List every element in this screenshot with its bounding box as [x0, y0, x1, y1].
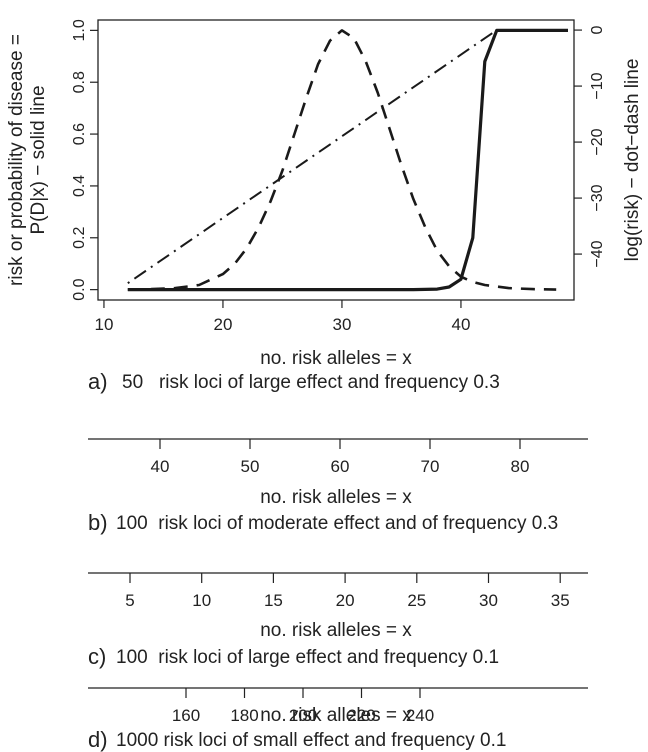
- x-tick-label: 40: [451, 315, 470, 334]
- x-tick-label: 15: [264, 591, 283, 610]
- x-axis-label: no. risk alleles = x: [260, 487, 412, 508]
- y-right-tick-label: −20: [589, 128, 606, 155]
- x-axis-label: no. risk alleles = x: [260, 348, 412, 369]
- x-tick-label: 10: [192, 591, 211, 610]
- y-left-tick-label: 0.0: [71, 278, 88, 300]
- x-tick-label: 160: [172, 706, 200, 725]
- y-axis-left-label-line1: risk or probability of disease =: [6, 34, 27, 286]
- caption-letter: d): [88, 727, 108, 752]
- x-tick-label: 200: [289, 706, 317, 725]
- x-tick-label: 35: [551, 591, 570, 610]
- x-tick-label: 60: [331, 457, 350, 476]
- x-tick-label: 220: [347, 706, 375, 725]
- y-left-tick-label: 0.2: [71, 227, 88, 249]
- x-tick-label: 20: [336, 591, 355, 610]
- caption-letter: b): [88, 510, 108, 535]
- x-tick-label: 50: [241, 457, 260, 476]
- panel-a: 10 20 30 40 0.0 0.2 0.4 0.6 0.8 1.0 −40 −30 −20 −10…: [6, 19, 643, 394]
- caption-text: 100 risk loci of moderate effect and of …: [116, 513, 558, 534]
- x-tick-label: 30: [479, 591, 498, 610]
- y-axis-right-label: log(risk) − dot−dash line: [622, 59, 643, 262]
- y-right-tick-label: −40: [589, 240, 606, 267]
- y-left-tick-label: 0.8: [71, 71, 88, 93]
- series-lines: [127, 28, 568, 292]
- y-left-tick-label: 0.4: [71, 175, 88, 197]
- x-axis-label: no. risk alleles = x: [260, 620, 412, 641]
- series-line-dotdash: [127, 29, 498, 285]
- x-tick-label: 80: [511, 457, 530, 476]
- caption-text: 50 risk loci of large effect and frequen…: [122, 372, 500, 393]
- y-right-tick-label: −30: [589, 184, 606, 211]
- caption-text: 1000 risk loci of small effect and frequ…: [116, 730, 506, 751]
- y-axis-right-ticks: −40 −30 −20 −10 0: [574, 26, 606, 268]
- caption-letter: c): [88, 644, 106, 669]
- series-line-dashed: [127, 29, 557, 291]
- axis-panels: 40 50 60 70 80 no. risk alleles = x b) 100 risk…: [88, 438, 588, 752]
- x-tick-label: 20: [213, 315, 232, 334]
- y-left-tick-label: 1.0: [71, 19, 88, 41]
- x-tick-label: 30: [332, 315, 351, 334]
- y-axis-left-label-line2: P(D|x) − solid line: [28, 85, 49, 234]
- panel-c: 5 10 15 20 25 30 35 no. risk alleles = x c) 100 r…: [88, 572, 588, 669]
- caption-letter: a): [88, 369, 108, 394]
- y-axis-left-ticks: 0.0 0.2 0.4 0.6 0.8 1.0: [71, 19, 98, 301]
- x-tick-label: 180: [230, 706, 258, 725]
- y-right-tick-label: 0: [589, 26, 606, 35]
- x-tick-label: 5: [125, 591, 134, 610]
- caption-text: 100 risk loci of large effect and freque…: [116, 647, 499, 668]
- plot-frame: [97, 19, 575, 301]
- panel-b: 40 50 60 70 80 no. risk alleles = x b) 100 risk…: [88, 438, 588, 535]
- x-axis-ticks: 10 20 30 40: [94, 300, 470, 334]
- x-tick-label: 40: [151, 457, 170, 476]
- x-tick-label: 10: [94, 315, 113, 334]
- x-axis-label: no. risk alleles = x: [260, 705, 412, 726]
- y-right-tick-label: −10: [589, 72, 606, 99]
- x-tick-label: 25: [407, 591, 426, 610]
- series-line-solid: [127, 28, 568, 292]
- x-tick-label: 70: [421, 457, 440, 476]
- x-tick-label: 240: [406, 706, 434, 725]
- y-left-tick-label: 0.6: [71, 123, 88, 145]
